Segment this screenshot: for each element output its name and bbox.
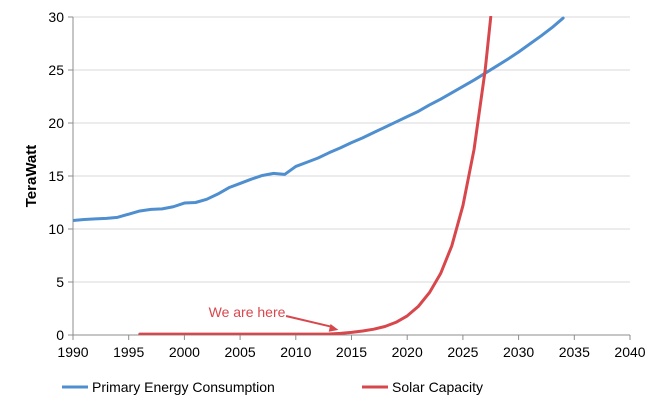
x-tick-label: 2040: [614, 344, 645, 360]
y-tick-label: 20: [48, 115, 64, 131]
legend-item-primary-energy: Primary Energy Consumption: [62, 379, 275, 395]
x-tick-label: 1990: [57, 344, 88, 360]
x-tick-label: 2000: [169, 344, 200, 360]
grid-lines: [73, 16, 630, 283]
x-tick-label: 2005: [225, 344, 256, 360]
y-tick-label: 5: [56, 274, 64, 290]
annotation-arrowhead: [328, 324, 339, 332]
annotation: We are here: [209, 304, 339, 332]
series-line-primary-energy: [73, 16, 565, 223]
y-tick-label: 15: [48, 168, 64, 184]
y-axis-label: TeraWatt: [23, 145, 40, 208]
x-tick-label: 2020: [392, 344, 423, 360]
y-tick-label: 30: [48, 9, 64, 25]
y-tick-label: 0: [56, 327, 64, 343]
series-lines: [73, 16, 565, 335]
x-tick-label: 2010: [280, 344, 311, 360]
annotation-label: We are here: [209, 304, 286, 320]
x-tick-label: 2015: [336, 344, 367, 360]
legend-label: Primary Energy Consumption: [92, 379, 275, 395]
annotation-arrow: [285, 315, 333, 328]
x-tick-label: 2035: [559, 344, 590, 360]
y-tick-label: 25: [48, 62, 64, 78]
x-tick-label: 2025: [447, 344, 478, 360]
series-line-solar-capacity: [138, 16, 493, 335]
legend-item-solar-capacity: Solar Capacity: [362, 379, 483, 395]
y-tick-label: 10: [48, 221, 64, 237]
x-tick-label: 2030: [503, 344, 534, 360]
legend: Primary Energy Consumption Solar Capacity: [62, 379, 483, 395]
legend-label: Solar Capacity: [392, 379, 483, 395]
x-tick-label: 1995: [113, 344, 144, 360]
